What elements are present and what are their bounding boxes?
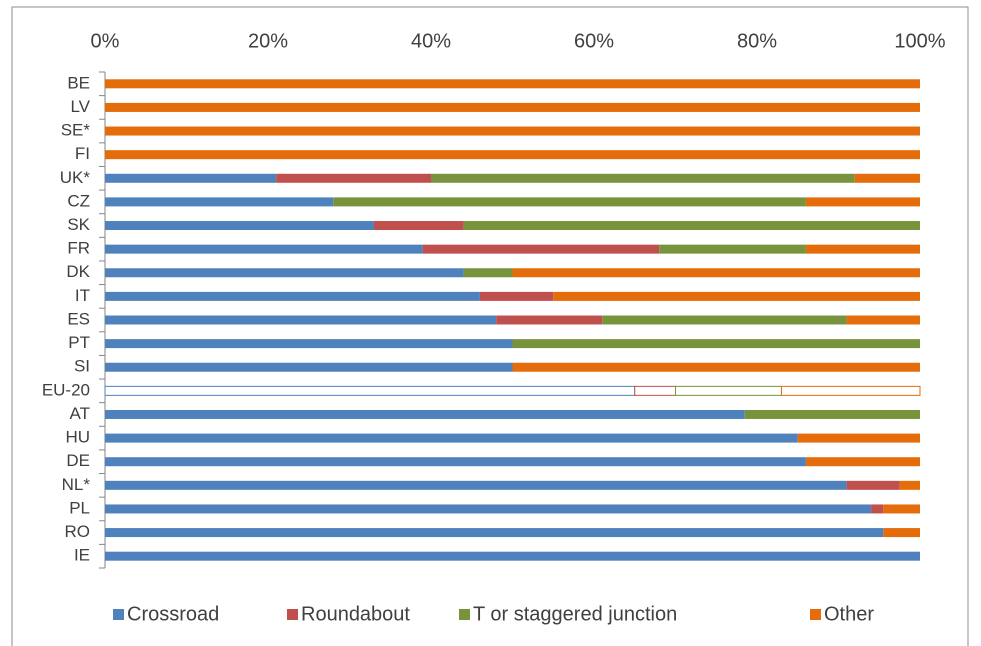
bar-segment [479,291,554,301]
bar-segment [846,480,900,490]
bar-segment [602,315,847,325]
bar-segment [105,197,334,207]
x-tick-label: 60% [574,30,614,52]
bar-segment [333,197,806,207]
y-tick-label: EU-20 [42,380,90,399]
legend-swatch [459,609,470,620]
bar-segment [463,221,920,231]
bar-segment [797,433,920,443]
y-tick-label: BE [67,73,90,92]
y-tick-label: CZ [67,191,90,210]
legend-swatch [113,609,124,620]
y-tick-label: SE* [61,121,91,140]
bar-segment [512,339,920,349]
bar-segment [805,197,920,207]
bar-segment [846,315,920,325]
y-tick-label: DK [66,262,90,281]
x-tick-label: 40% [411,30,451,52]
bar-segment [105,339,513,349]
bar-segment [104,385,636,396]
y-tick-label: LV [70,97,90,116]
legend-label: T or staggered junction [473,603,677,625]
bar-segment [105,126,920,136]
bar-segment [805,244,920,254]
bar-segment [854,173,920,183]
bar-segment [883,528,920,538]
bar-segment [105,409,745,419]
bar-segment [805,457,920,467]
bar-segment [105,79,920,89]
y-tick-label: IE [74,546,90,565]
y-tick-label: HU [65,428,90,447]
y-tick-label: SK [67,215,90,234]
bar-segment [871,504,884,514]
bar-segment [744,409,920,419]
bar-segment [883,504,920,514]
bar-segment [105,504,872,514]
bar-segment [105,551,920,561]
bar-segment [422,244,660,254]
bar-segment [659,244,806,254]
x-tick-label: 80% [737,30,777,52]
y-tick-label: PT [68,333,90,352]
bar-segment [512,362,920,372]
bar-segment [105,173,277,183]
bar-segment [675,385,782,396]
y-tick-label: PL [69,498,90,517]
legend-swatch [287,609,298,620]
y-tick-label: SI [74,357,90,376]
bar-segment [634,385,676,396]
y-tick-label: UK* [60,168,91,187]
bar-segment [105,480,847,490]
bar-segment [105,315,497,325]
y-tick-label: AT [70,404,90,423]
bar-segment [105,528,884,538]
bar-segment [553,291,920,301]
legend-label: Crossroad [127,603,219,625]
bar-segment [105,244,423,254]
bar-segment [276,173,431,183]
y-tick-label: NL* [62,475,91,494]
bar-segment [105,268,464,278]
x-tick-label: 0% [91,30,120,52]
bar-segment [105,291,480,301]
bar-segment [463,268,513,278]
bar-segment [373,221,464,231]
y-tick-label: FI [75,144,90,163]
bar-segment [105,221,374,231]
bar-segment [105,150,920,160]
x-tick-label: 100% [894,30,945,52]
bar-segment [105,457,806,467]
chart-frame [11,6,969,646]
bar-segment [899,480,920,490]
legend-swatch [810,609,821,620]
legend-label: Other [824,603,874,625]
bar-segment [512,268,920,278]
bar-segment [105,433,798,443]
legend-label: Roundabout [301,603,410,625]
y-tick-label: IT [75,286,90,305]
bar-segment [496,315,603,325]
bar-segment [105,102,920,112]
y-tick-label: RO [65,522,91,541]
bar-segment [431,173,855,183]
bar-segment [780,385,921,396]
y-tick-label: DE [66,451,90,470]
y-tick-label: ES [67,309,90,328]
bar-segment [105,362,513,372]
x-tick-label: 20% [248,30,288,52]
y-tick-label: FR [67,239,90,258]
